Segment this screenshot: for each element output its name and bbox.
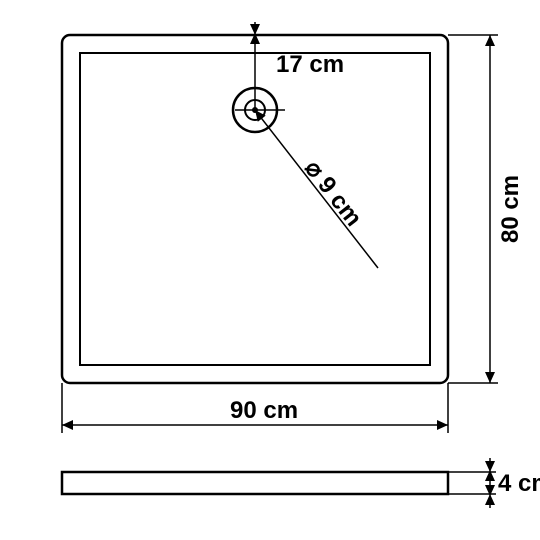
width-dimension-label: 90 cm — [230, 397, 298, 424]
profile-bar — [62, 472, 448, 494]
depth-dimension-label: 17 cm — [276, 51, 344, 78]
drain-dimension-label: ⌀ 9 cm — [299, 155, 367, 231]
height-dimension-label: 80 cm — [497, 175, 524, 243]
thickness-dimension-label: 4 cm — [498, 470, 540, 497]
